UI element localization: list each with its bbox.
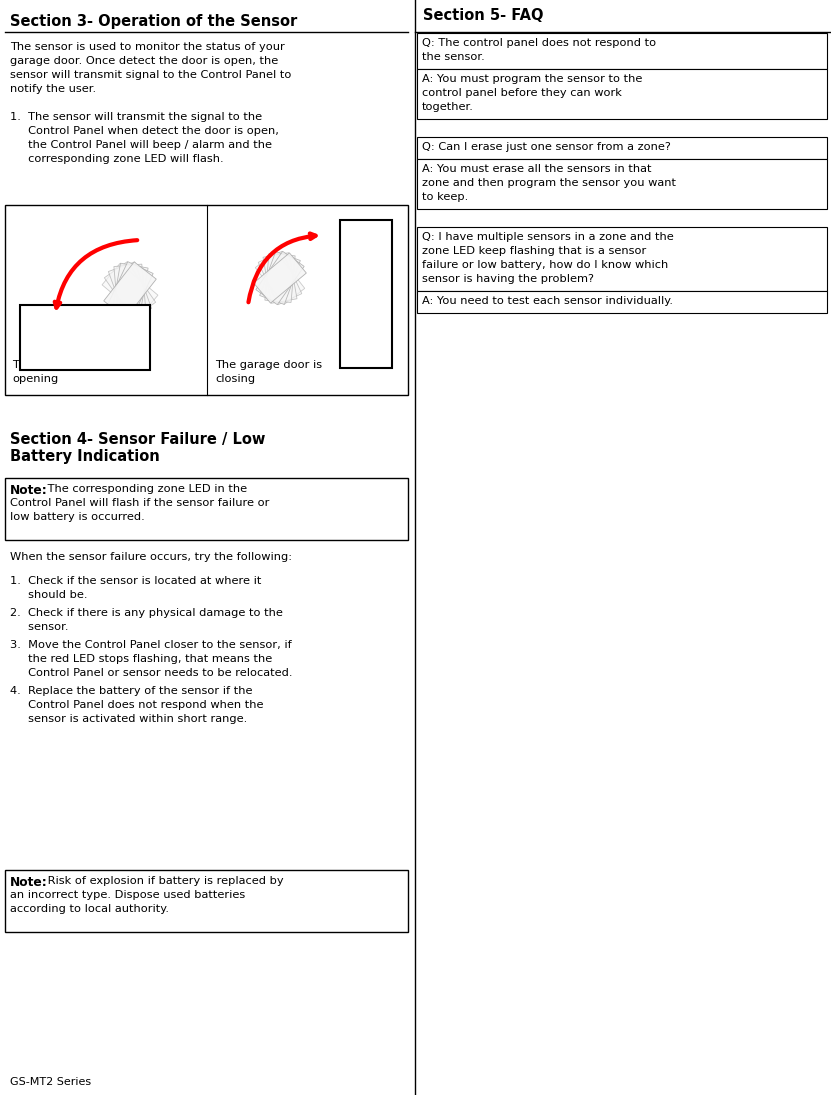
Text: GS-MT2 Series: GS-MT2 Series <box>10 1077 91 1087</box>
Text: zone LED keep flashing that is a sensor: zone LED keep flashing that is a sensor <box>422 246 647 256</box>
Text: The corresponding zone LED in the: The corresponding zone LED in the <box>44 484 247 494</box>
Polygon shape <box>253 253 307 303</box>
Polygon shape <box>263 253 297 303</box>
Text: Section 4- Sensor Failure / Low: Section 4- Sensor Failure / Low <box>10 433 265 447</box>
Text: Battery Indication: Battery Indication <box>10 449 160 464</box>
Text: 2.  Check if there is any physical damage to the: 2. Check if there is any physical damage… <box>10 608 283 618</box>
Text: 4.  Replace the battery of the sensor if the: 4. Replace the battery of the sensor if … <box>10 685 253 696</box>
Bar <box>417 33 827 69</box>
Text: the Control Panel will beep / alarm and the: the Control Panel will beep / alarm and … <box>10 140 272 150</box>
Text: Q: I have multiple sensors in a zone and the: Q: I have multiple sensors in a zone and… <box>422 232 674 242</box>
Polygon shape <box>265 254 295 302</box>
Text: The sensor is used to monitor the status of your: The sensor is used to monitor the status… <box>10 42 285 51</box>
Text: together.: together. <box>422 102 474 112</box>
Text: according to local authority.: according to local authority. <box>10 904 169 914</box>
Polygon shape <box>112 263 148 316</box>
Text: A: You need to test each sensor individually.: A: You need to test each sensor individu… <box>422 296 673 306</box>
Text: Risk of explosion if battery is replaced by: Risk of explosion if battery is replaced… <box>44 876 283 886</box>
Polygon shape <box>258 251 302 304</box>
Bar <box>5 479 408 540</box>
Polygon shape <box>259 252 300 304</box>
Text: closing: closing <box>215 374 255 384</box>
Text: The garage door is: The garage door is <box>215 360 322 370</box>
Polygon shape <box>108 262 151 318</box>
Text: Note:: Note: <box>10 876 47 889</box>
Text: A: You must program the sensor to the: A: You must program the sensor to the <box>422 74 642 84</box>
Text: to keep.: to keep. <box>422 192 468 201</box>
Text: 1.  The sensor will transmit the signal to the: 1. The sensor will transmit the signal t… <box>10 112 262 122</box>
Text: 1.  Check if the sensor is located at where it: 1. Check if the sensor is located at whe… <box>10 576 262 586</box>
Polygon shape <box>107 262 153 319</box>
Text: notify the user.: notify the user. <box>10 84 96 94</box>
Bar <box>417 69 827 119</box>
Text: The garage door is: The garage door is <box>12 360 119 370</box>
Text: the red LED stops flashing, that means the: the red LED stops flashing, that means t… <box>10 654 273 664</box>
Polygon shape <box>256 252 304 304</box>
Bar <box>20 306 150 370</box>
Bar <box>5 205 408 395</box>
Polygon shape <box>102 264 158 316</box>
Text: sensor will transmit signal to the Control Panel to: sensor will transmit signal to the Contr… <box>10 70 292 80</box>
Bar <box>417 291 827 313</box>
Bar <box>417 137 827 159</box>
Text: should be.: should be. <box>10 590 87 600</box>
Text: zone and then program the sensor you want: zone and then program the sensor you wan… <box>422 178 676 188</box>
Text: Section 5- FAQ: Section 5- FAQ <box>423 8 543 23</box>
Text: garage door. Once detect the door is open, the: garage door. Once detect the door is ope… <box>10 56 278 66</box>
Text: sensor is having the problem?: sensor is having the problem? <box>422 274 594 284</box>
Text: Q: The control panel does not respond to: Q: The control panel does not respond to <box>422 38 656 48</box>
Text: 3.  Move the Control Panel closer to the sensor, if: 3. Move the Control Panel closer to the … <box>10 639 292 650</box>
Polygon shape <box>105 262 155 319</box>
Polygon shape <box>255 252 305 304</box>
Text: Control Panel will flash if the sensor failure or: Control Panel will flash if the sensor f… <box>10 498 269 508</box>
Text: Control Panel when detect the door is open,: Control Panel when detect the door is op… <box>10 126 279 136</box>
Bar <box>340 220 392 368</box>
Polygon shape <box>104 262 156 319</box>
Polygon shape <box>114 264 146 315</box>
Text: When the sensor failure occurs, try the following:: When the sensor failure occurs, try the … <box>10 552 293 562</box>
Text: corresponding zone LED will flash.: corresponding zone LED will flash. <box>10 154 224 164</box>
Text: Q: Can I erase just one sensor from a zone?: Q: Can I erase just one sensor from a zo… <box>422 142 671 152</box>
Bar <box>417 159 827 209</box>
Bar <box>5 871 408 932</box>
Text: Note:: Note: <box>10 484 47 497</box>
Bar <box>417 227 827 291</box>
Text: low battery is occurred.: low battery is occurred. <box>10 512 145 522</box>
Text: the sensor.: the sensor. <box>422 51 484 62</box>
Text: Control Panel does not respond when the: Control Panel does not respond when the <box>10 700 263 710</box>
Text: opening: opening <box>12 374 58 384</box>
Text: sensor is activated within short range.: sensor is activated within short range. <box>10 714 248 724</box>
Text: Control Panel or sensor needs to be relocated.: Control Panel or sensor needs to be relo… <box>10 668 293 678</box>
Text: sensor.: sensor. <box>10 622 68 632</box>
Text: an incorrect type. Dispose used batteries: an incorrect type. Dispose used batterie… <box>10 890 245 900</box>
Text: A: You must erase all the sensors in that: A: You must erase all the sensors in tha… <box>422 164 652 174</box>
Text: failure or low battery, how do I know which: failure or low battery, how do I know wh… <box>422 260 668 270</box>
Text: control panel before they can work: control panel before they can work <box>422 88 622 97</box>
Text: Section 3- Operation of the Sensor: Section 3- Operation of the Sensor <box>10 14 297 28</box>
